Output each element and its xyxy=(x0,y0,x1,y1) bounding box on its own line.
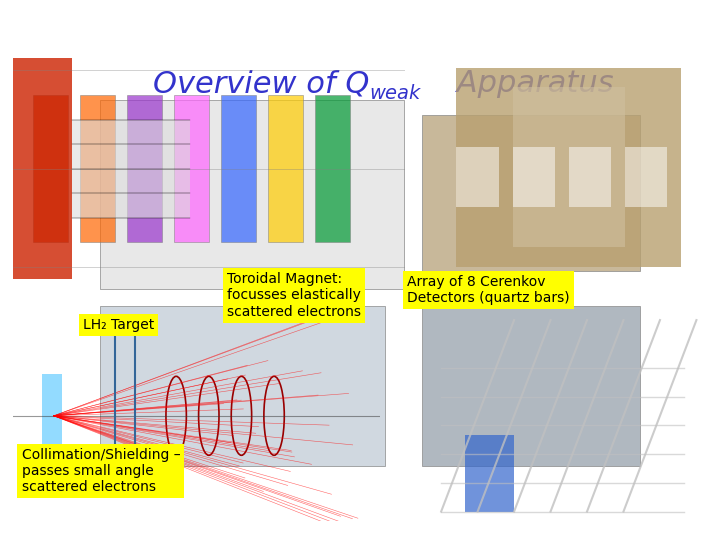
Bar xyxy=(100,306,384,466)
Bar xyxy=(221,95,256,242)
Bar xyxy=(174,95,210,242)
Bar xyxy=(465,435,514,511)
Bar xyxy=(13,58,72,279)
Text: Array of 8 Cerenkov
Detectors (quartz bars): Array of 8 Cerenkov Detectors (quartz ba… xyxy=(407,275,570,305)
Bar xyxy=(569,147,611,207)
Bar xyxy=(513,87,625,247)
Bar xyxy=(127,95,162,242)
Bar xyxy=(80,95,115,242)
Bar xyxy=(513,147,554,207)
Text: Overview of Q: Overview of Q xyxy=(153,69,369,98)
Bar xyxy=(268,95,303,242)
Text: Apparatus: Apparatus xyxy=(369,69,613,98)
Text: weak: weak xyxy=(369,84,420,103)
Text: LH₂ Target: LH₂ Target xyxy=(83,318,154,332)
Bar xyxy=(315,95,351,242)
Bar xyxy=(32,95,68,242)
Bar xyxy=(422,114,639,271)
Bar xyxy=(72,120,189,218)
Bar xyxy=(625,147,667,207)
Bar xyxy=(456,68,681,267)
Bar xyxy=(42,374,62,458)
Text: Toroidal Magnet:
focusses elastically
scattered electrons: Toroidal Magnet: focusses elastically sc… xyxy=(227,272,361,319)
Text: Collimation/Shielding –
passes small angle
scattered electrons: Collimation/Shielding – passes small ang… xyxy=(22,448,180,494)
Bar xyxy=(100,100,404,289)
Bar xyxy=(422,306,639,466)
Bar xyxy=(456,147,498,207)
